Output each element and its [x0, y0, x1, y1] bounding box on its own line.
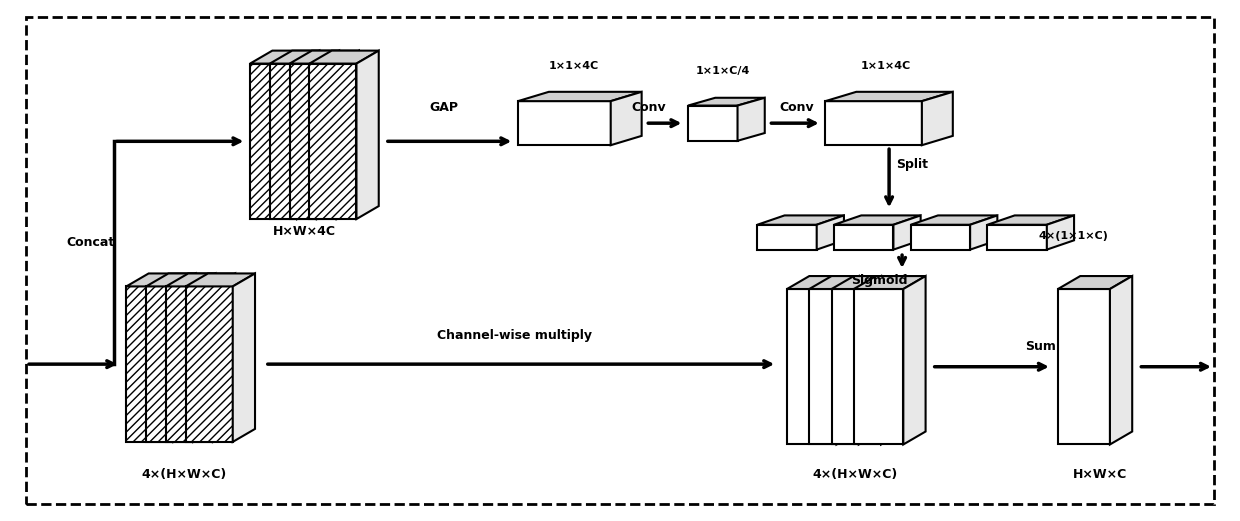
- Polygon shape: [970, 215, 997, 250]
- Polygon shape: [213, 274, 236, 442]
- Polygon shape: [859, 276, 882, 444]
- Polygon shape: [270, 51, 340, 64]
- Polygon shape: [758, 225, 817, 250]
- Polygon shape: [817, 215, 844, 250]
- Polygon shape: [298, 51, 320, 219]
- Text: 1×1×4C: 1×1×4C: [861, 61, 911, 71]
- Polygon shape: [826, 92, 952, 101]
- Polygon shape: [518, 101, 611, 145]
- Polygon shape: [126, 287, 174, 442]
- Polygon shape: [250, 51, 320, 64]
- Text: Channel-wise multiply: Channel-wise multiply: [438, 329, 593, 342]
- Polygon shape: [787, 289, 837, 444]
- Polygon shape: [882, 276, 903, 444]
- Polygon shape: [290, 51, 358, 64]
- Text: Sigmoid: Sigmoid: [852, 274, 908, 287]
- Polygon shape: [174, 274, 196, 442]
- Polygon shape: [1058, 276, 1132, 289]
- Polygon shape: [910, 215, 997, 225]
- Polygon shape: [356, 51, 378, 219]
- Polygon shape: [166, 287, 213, 442]
- Polygon shape: [337, 51, 358, 219]
- Polygon shape: [310, 64, 356, 219]
- Polygon shape: [146, 274, 216, 287]
- Polygon shape: [921, 92, 952, 145]
- Text: Split: Split: [897, 158, 928, 171]
- Text: H×W×4C: H×W×4C: [273, 226, 336, 239]
- Polygon shape: [738, 98, 765, 141]
- Polygon shape: [837, 276, 859, 444]
- Polygon shape: [987, 225, 1047, 250]
- Polygon shape: [270, 64, 317, 219]
- Polygon shape: [317, 51, 340, 219]
- Polygon shape: [1058, 289, 1110, 444]
- Polygon shape: [518, 92, 641, 101]
- Text: Conv: Conv: [631, 101, 666, 114]
- Polygon shape: [233, 274, 255, 442]
- Polygon shape: [688, 106, 738, 141]
- Polygon shape: [310, 51, 378, 64]
- Text: H×W×C: H×W×C: [1073, 467, 1127, 480]
- Text: Sum: Sum: [1025, 340, 1056, 353]
- Polygon shape: [186, 287, 233, 442]
- Polygon shape: [166, 274, 236, 287]
- Text: 1×1×C/4: 1×1×C/4: [696, 66, 750, 77]
- Polygon shape: [146, 287, 193, 442]
- Polygon shape: [186, 274, 255, 287]
- Polygon shape: [758, 215, 844, 225]
- Polygon shape: [688, 98, 765, 106]
- Polygon shape: [290, 64, 337, 219]
- Polygon shape: [832, 276, 903, 289]
- Polygon shape: [903, 276, 925, 444]
- Text: Conv: Conv: [780, 101, 815, 114]
- Polygon shape: [810, 289, 859, 444]
- Polygon shape: [1047, 215, 1074, 250]
- Polygon shape: [894, 215, 920, 250]
- Text: 4×(H×W×C): 4×(H×W×C): [812, 467, 898, 480]
- Polygon shape: [987, 215, 1074, 225]
- Text: 4×(1×1×C): 4×(1×1×C): [1038, 231, 1109, 241]
- Polygon shape: [250, 64, 298, 219]
- Polygon shape: [832, 289, 882, 444]
- Text: GAP: GAP: [430, 101, 459, 114]
- Polygon shape: [835, 215, 920, 225]
- Polygon shape: [1110, 276, 1132, 444]
- Text: 4×(H×W×C): 4×(H×W×C): [141, 467, 227, 480]
- Polygon shape: [193, 274, 216, 442]
- Polygon shape: [854, 276, 925, 289]
- Polygon shape: [854, 289, 903, 444]
- Polygon shape: [810, 276, 882, 289]
- Text: Concat: Concat: [67, 236, 114, 249]
- Polygon shape: [910, 225, 970, 250]
- Polygon shape: [835, 225, 894, 250]
- Text: 1×1×4C: 1×1×4C: [549, 61, 599, 71]
- Polygon shape: [826, 101, 921, 145]
- Polygon shape: [787, 276, 859, 289]
- Polygon shape: [611, 92, 641, 145]
- Polygon shape: [126, 274, 196, 287]
